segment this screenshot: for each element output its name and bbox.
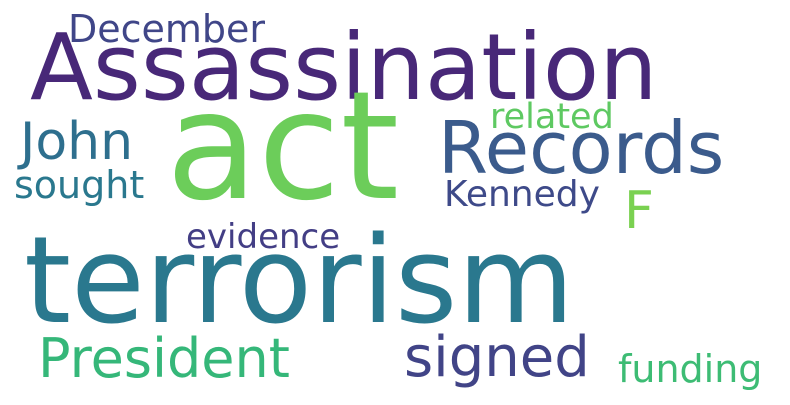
word-president: President	[38, 327, 290, 390]
word-related: related	[490, 97, 614, 137]
word-terrorism: terrorism	[24, 212, 575, 351]
word-signed: signed	[404, 325, 590, 390]
word-sought: sought	[14, 163, 145, 207]
word-evidence: evidence	[186, 217, 341, 257]
word-december: December	[68, 7, 266, 51]
word-act: act	[166, 60, 400, 234]
word-john: John	[20, 112, 134, 172]
word-assassination: Assassination	[30, 14, 658, 121]
word-funding: funding	[618, 347, 763, 391]
word-f: F	[624, 181, 654, 241]
word-records: Records	[438, 106, 725, 190]
word-kennedy: Kennedy	[444, 174, 600, 215]
